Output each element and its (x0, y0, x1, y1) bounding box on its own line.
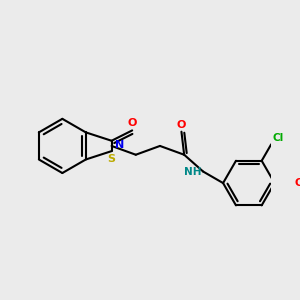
Text: Cl: Cl (272, 133, 284, 143)
Text: O: O (295, 178, 300, 188)
Text: NH: NH (184, 167, 202, 176)
Text: O: O (177, 120, 186, 130)
Text: O: O (128, 118, 137, 128)
Text: N: N (115, 140, 124, 150)
Text: S: S (108, 154, 116, 164)
